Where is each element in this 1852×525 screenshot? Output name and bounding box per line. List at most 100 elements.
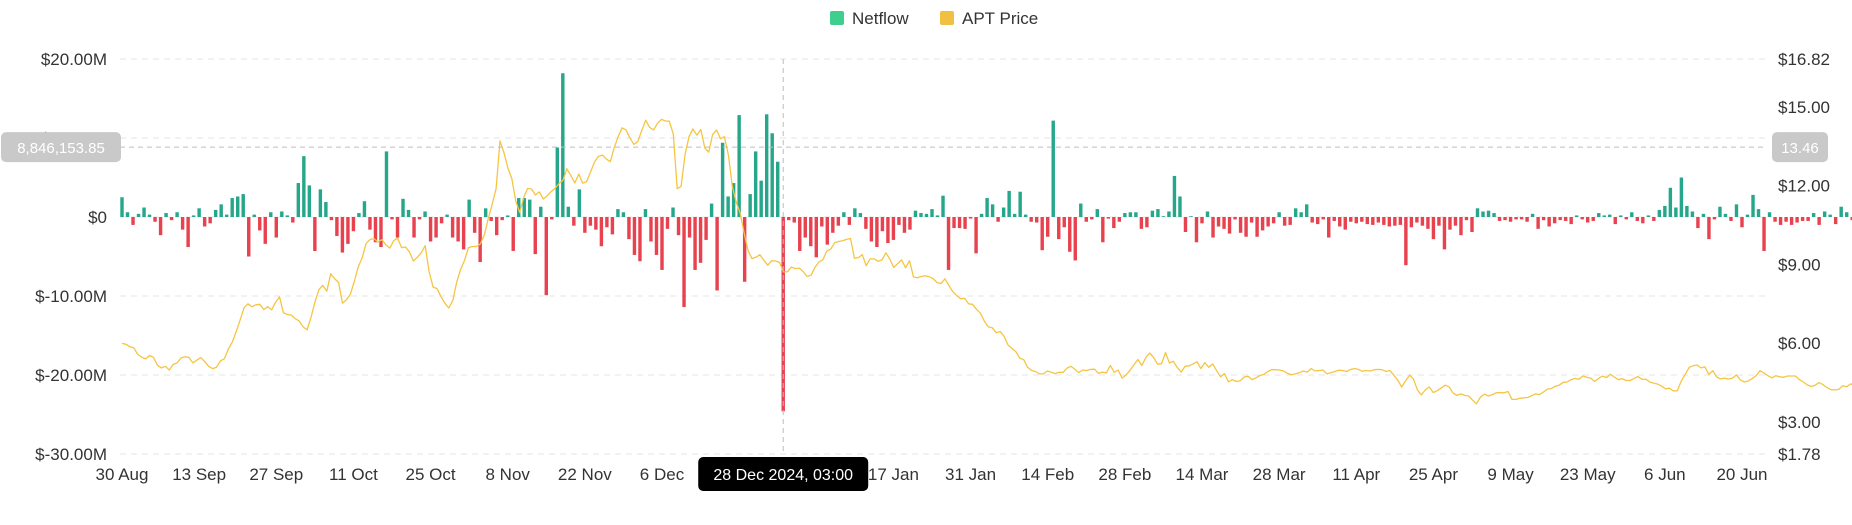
netflow-bar[interactable] [1338, 217, 1342, 227]
netflow-bar[interactable] [1255, 217, 1259, 237]
netflow-bar[interactable] [787, 217, 791, 221]
netflow-bar[interactable] [357, 213, 361, 217]
netflow-bar[interactable] [1227, 217, 1232, 234]
netflow-bar[interactable] [1602, 215, 1606, 217]
netflow-bar[interactable] [1453, 217, 1458, 226]
netflow-bar[interactable] [941, 195, 945, 217]
netflow-bar[interactable] [1062, 217, 1066, 228]
netflow-bar[interactable] [269, 212, 273, 217]
netflow-bar[interactable] [1112, 217, 1116, 229]
netflow-bar[interactable] [842, 212, 846, 217]
netflow-bar[interactable] [1277, 212, 1281, 217]
netflow-bar[interactable] [528, 199, 532, 217]
netflow-bar[interactable] [1046, 217, 1050, 237]
netflow-bar[interactable] [908, 217, 912, 230]
netflow-bar[interactable] [748, 194, 752, 217]
netflow-bar[interactable] [1817, 217, 1821, 225]
netflow-bar[interactable] [616, 209, 620, 217]
netflow-bar[interactable] [280, 211, 284, 217]
netflow-bar[interactable] [963, 217, 967, 229]
netflow-bar[interactable] [169, 217, 174, 221]
netflow-bar[interactable] [1382, 217, 1386, 225]
netflow-bar[interactable] [643, 209, 648, 217]
netflow-bar[interactable] [632, 217, 637, 255]
netflow-bar[interactable] [208, 217, 212, 224]
netflow-bar[interactable] [202, 217, 207, 227]
netflow-bar[interactable] [1387, 217, 1392, 227]
netflow-bar[interactable] [1569, 217, 1573, 225]
netflow-bar[interactable] [439, 217, 444, 224]
netflow-bar[interactable] [1222, 217, 1226, 229]
netflow-bar[interactable] [798, 217, 802, 251]
netflow-bar[interactable] [1409, 217, 1414, 228]
netflow-bar[interactable] [1376, 217, 1381, 223]
netflow-bar[interactable] [1464, 217, 1469, 221]
netflow-bar[interactable] [693, 217, 697, 270]
netflow-bar[interactable] [340, 217, 345, 253]
netflow-bar[interactable] [461, 217, 466, 250]
netflow-bar[interactable] [577, 189, 582, 217]
netflow-bar[interactable] [1178, 196, 1182, 217]
netflow-bar[interactable] [147, 214, 152, 217]
netflow-bar[interactable] [1833, 217, 1838, 225]
netflow-bar[interactable] [1674, 207, 1678, 217]
netflow-bar[interactable] [351, 217, 356, 232]
netflow-bar[interactable] [869, 217, 874, 242]
netflow-bar[interactable] [836, 217, 841, 226]
netflow-bar[interactable] [880, 217, 885, 232]
netflow-bar[interactable] [731, 183, 736, 217]
netflow-bar[interactable] [224, 214, 229, 217]
netflow-bar[interactable] [274, 217, 278, 238]
netflow-bar[interactable] [1415, 217, 1419, 223]
netflow-bar[interactable] [1150, 210, 1155, 217]
netflow-bar[interactable] [236, 196, 240, 217]
netflow-bar[interactable] [1608, 214, 1612, 217]
netflow-bar[interactable] [1123, 213, 1127, 217]
netflow-bar[interactable] [1145, 217, 1149, 228]
netflow-bar[interactable] [1271, 217, 1276, 224]
legend-swatch-apt-price[interactable] [940, 11, 954, 25]
netflow-bar[interactable] [384, 151, 389, 217]
netflow-bar[interactable] [555, 147, 560, 217]
netflow-bar[interactable] [550, 217, 554, 220]
netflow-bar[interactable] [1701, 213, 1706, 217]
netflow-bar[interactable] [213, 209, 218, 217]
netflow-bar[interactable] [1282, 217, 1287, 226]
netflow-bar[interactable] [1707, 217, 1711, 240]
netflow-bar[interactable] [1839, 206, 1843, 217]
netflow-bar[interactable] [1630, 212, 1634, 217]
netflow-bar[interactable] [1034, 217, 1039, 223]
netflow-bar[interactable] [1690, 211, 1695, 217]
netflow-bar[interactable] [919, 213, 923, 217]
netflow-bar[interactable] [825, 217, 830, 245]
netflow-bar[interactable] [241, 194, 245, 217]
netflow-bar[interactable] [1503, 217, 1507, 221]
netflow-bar[interactable] [120, 197, 124, 217]
netflow-bar[interactable] [952, 217, 956, 229]
netflow-bar[interactable] [136, 213, 141, 217]
netflow-bar[interactable] [1398, 217, 1403, 225]
netflow-bar[interactable] [1475, 208, 1480, 217]
netflow-bar[interactable] [450, 217, 455, 238]
netflow-bar[interactable] [1558, 217, 1562, 221]
netflow-bar[interactable] [1668, 187, 1673, 217]
netflow-bar[interactable] [709, 203, 714, 217]
netflow-bar[interactable] [1552, 217, 1557, 224]
netflow-bar[interactable] [158, 217, 163, 236]
netflow-bar[interactable] [974, 217, 978, 254]
netflow-bar[interactable] [665, 217, 670, 229]
netflow-bar[interactable] [1597, 213, 1601, 217]
netflow-bar[interactable] [1128, 212, 1133, 217]
netflow-bar[interactable] [753, 151, 758, 217]
netflow-bar[interactable] [247, 217, 251, 257]
netflow-bar[interactable] [335, 217, 339, 236]
netflow-bar[interactable] [891, 217, 896, 240]
netflow-bar[interactable] [1679, 177, 1684, 218]
netflow-bar[interactable] [1343, 217, 1347, 230]
netflow-bar[interactable] [902, 217, 907, 233]
netflow-bar[interactable] [142, 207, 146, 217]
netflow-bar[interactable] [252, 214, 256, 217]
netflow-bar[interactable] [561, 73, 565, 217]
netflow-bar[interactable] [990, 204, 995, 217]
netflow-bar[interactable] [660, 217, 664, 270]
